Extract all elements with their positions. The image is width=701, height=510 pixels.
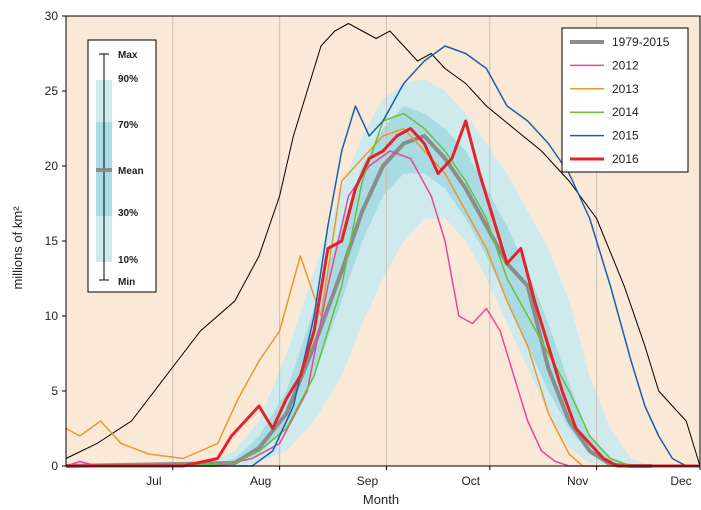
y-tick-label-25: 25 xyxy=(45,84,59,98)
percentile-bands xyxy=(66,79,700,466)
legend-label-2015: 2015 xyxy=(612,129,639,143)
legend-label-2012: 2012 xyxy=(612,58,639,72)
y-tick-label-5: 5 xyxy=(51,384,58,398)
band-legend-label-p70: 70% xyxy=(118,120,138,131)
band-legend-label-p90: 90% xyxy=(118,74,138,85)
x-axis-title: Month xyxy=(363,492,399,507)
x-tick-label-nov: Nov xyxy=(567,474,588,488)
legend-label-2013: 2013 xyxy=(612,82,639,96)
series-legend: 1979-2015 2012 2013 2014 2015 2016 xyxy=(561,27,689,173)
y-tick-label-0: 0 xyxy=(51,459,58,473)
max-line xyxy=(65,22,701,467)
series-line-2013 xyxy=(65,127,700,467)
band-legend: Max 90% 70% Mean 30% 10% Min xyxy=(87,39,157,293)
series-line-2016 xyxy=(66,119,700,468)
y-tick-label-10: 10 xyxy=(45,309,59,323)
band-legend-label-p10: 10% xyxy=(118,255,138,266)
axes: 0 5 10 15 20 25 30 Jul Aug Sep Oct Nov Dec xyxy=(45,9,701,488)
x-tick-label-jul: Jul xyxy=(146,474,161,488)
band-legend-label-min: Min xyxy=(118,277,135,288)
x-tick-label-oct: Oct xyxy=(461,474,480,488)
series-line-1979-2015 xyxy=(65,134,652,468)
band-30-70 xyxy=(66,106,700,466)
y-tick-label-15: 15 xyxy=(45,234,59,248)
series-legend-frame xyxy=(561,27,689,173)
series-line-2015 xyxy=(66,45,687,467)
x-tick-label-aug: Aug xyxy=(250,474,271,488)
band-legend-label-mean: Mean xyxy=(118,166,144,177)
band-legend-label-p30: 30% xyxy=(118,208,138,219)
series-line-2014 xyxy=(66,112,700,467)
band-legend-label-max: Max xyxy=(118,50,138,61)
legend-label-2014: 2014 xyxy=(612,105,639,119)
y-tick-label-20: 20 xyxy=(45,159,59,173)
x-tick-label-sep: Sep xyxy=(357,474,379,488)
legend-label-1979-2015: 1979-2015 xyxy=(612,35,670,49)
legend-label-2016: 2016 xyxy=(612,152,639,166)
y-tick-label-30: 30 xyxy=(45,9,59,23)
y-axis-title: millions of km² xyxy=(10,206,25,290)
x-tick-label-dec: Dec xyxy=(670,474,691,488)
